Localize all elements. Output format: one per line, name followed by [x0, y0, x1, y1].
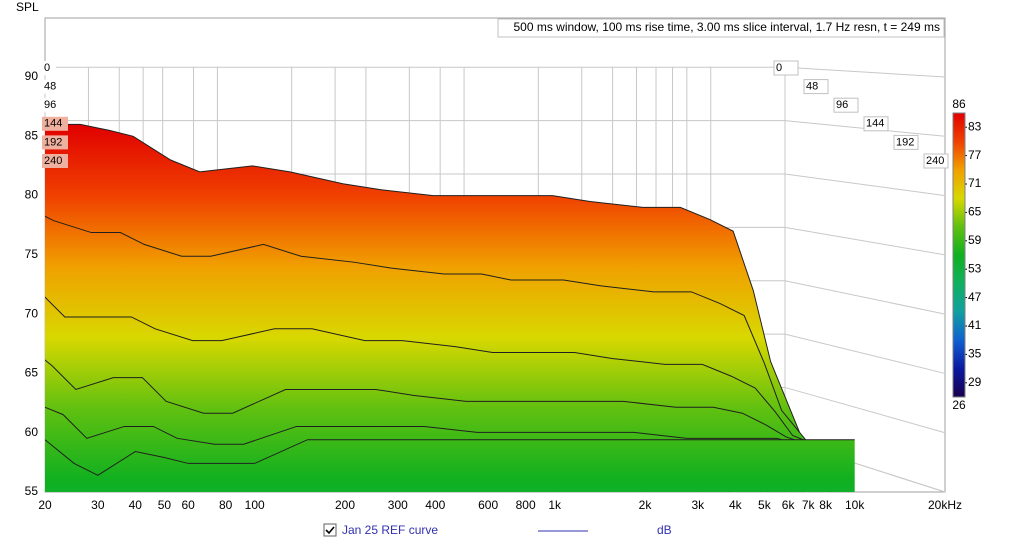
x-tick-label: 6k — [782, 498, 796, 512]
x-tick-label: 5k — [758, 498, 772, 512]
y-tick-label: 75 — [25, 247, 39, 261]
slice-label-bg — [42, 61, 56, 75]
colorbar-tick-label: 77 — [968, 148, 982, 162]
colorbar-tick-label: 59 — [968, 233, 982, 247]
slice-line — [45, 215, 812, 447]
slice-label: 192 — [44, 136, 62, 148]
colorbar-tick-label: 71 — [968, 176, 982, 190]
y-tick-label: 70 — [25, 306, 39, 320]
slice-label: 144 — [866, 118, 884, 130]
slice-label: 48 — [44, 81, 56, 93]
y-tick-label: 85 — [25, 128, 39, 142]
x-tick-label: 300 — [388, 498, 408, 512]
slice-label: 0 — [776, 62, 782, 74]
x-tick-label: 30 — [91, 498, 105, 512]
slice-label-bg — [42, 98, 56, 113]
annotation: 500 ms window, 100 ms rise time, 3.00 ms… — [513, 20, 940, 34]
slice-label-bg — [923, 153, 949, 169]
colorbar-tick-label: 83 — [968, 119, 982, 133]
x-tick-label: 60 — [181, 498, 195, 512]
y-tick-label: 80 — [25, 188, 39, 202]
slice-label: 240 — [44, 155, 62, 167]
slice-label-bg — [833, 97, 859, 113]
colorbar-tick-label: 41 — [968, 318, 982, 332]
slice-label: 144 — [44, 118, 62, 130]
colorbar-tick-label: 35 — [968, 347, 982, 361]
slice-label-bg — [803, 79, 829, 95]
y-tick-label: 55 — [25, 484, 39, 498]
slice-label-bg — [42, 116, 68, 131]
x-tick-label: 10k — [845, 498, 865, 512]
y-tick-label: 90 — [25, 69, 39, 83]
slice-line — [45, 406, 844, 451]
slice-label: 240 — [926, 155, 944, 167]
annotation-box — [497, 18, 945, 38]
x-tick-label: 40 — [129, 498, 143, 512]
x-tick-label: 800 — [516, 498, 536, 512]
x-tick-label: 1k — [548, 498, 562, 512]
slice-label-bg — [42, 79, 56, 94]
x-tick-label: 100 — [245, 498, 265, 512]
slice-line — [45, 439, 855, 476]
x-tick-label: 400 — [425, 498, 445, 512]
slice-label: 192 — [896, 136, 914, 148]
x-tick-label: 20kHz — [928, 498, 962, 512]
x-tick-label: 50 — [158, 498, 172, 512]
x-tick-label: 600 — [478, 498, 498, 512]
x-tick-label: 20 — [38, 498, 52, 512]
colorbar — [952, 112, 966, 398]
x-tick-label: 8k — [819, 498, 833, 512]
x-tick-label: 2k — [639, 498, 653, 512]
colorbar-tick-label: 29 — [968, 375, 982, 389]
slice-area — [45, 439, 855, 492]
y-axis-label: SPL — [16, 0, 39, 14]
legend-unit: dB — [657, 523, 672, 537]
x-tick-label: 200 — [335, 498, 355, 512]
legend-checkbox[interactable] — [323, 523, 337, 537]
x-tick-label: 3k — [691, 498, 705, 512]
slice-line — [45, 359, 833, 450]
colorbar-max-label: 86 — [952, 97, 966, 111]
x-tick-label: 80 — [219, 498, 233, 512]
y-tick-label: 65 — [25, 366, 39, 380]
x-tick-label: 4k — [729, 498, 743, 512]
x-tick-label: 7k — [802, 498, 816, 512]
legend-label[interactable]: Jan 25 REF curve — [342, 523, 438, 537]
slice-line — [45, 296, 822, 448]
slice-label: 48 — [806, 81, 818, 93]
checkmark — [325, 526, 335, 535]
colorbar-tick-label: 47 — [968, 290, 982, 304]
slice-label: 96 — [836, 99, 848, 111]
slice-label-bg — [42, 154, 68, 168]
slice-label-bg — [42, 135, 68, 150]
colorbar-tick-label: 53 — [968, 261, 982, 275]
colorbar-tick-label: 65 — [968, 205, 982, 219]
slice-label: 96 — [44, 99, 56, 111]
slice-label-bg — [773, 60, 799, 76]
colorbar-min-label: 26 — [952, 398, 966, 412]
slice-line — [45, 123, 801, 433]
slice-label-bg — [863, 116, 889, 132]
slice-label: 0 — [44, 62, 50, 74]
y-tick-label: 60 — [25, 425, 39, 439]
slice-label-bg — [893, 134, 919, 150]
